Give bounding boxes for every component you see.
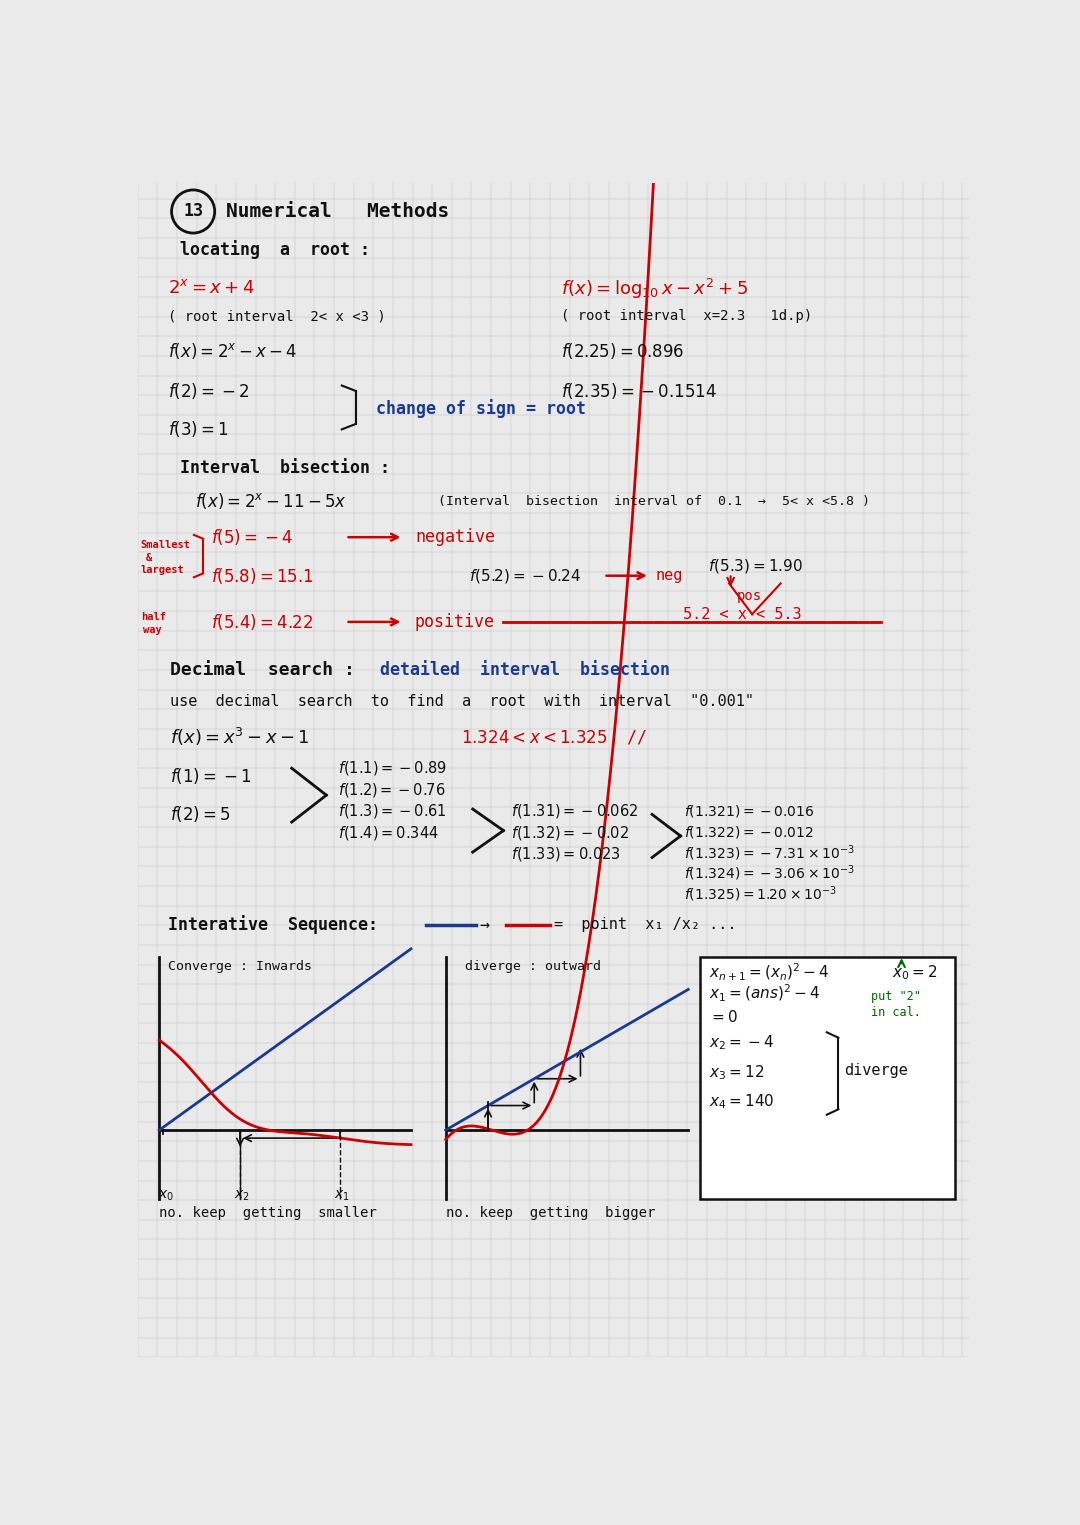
Text: $f(x)  =  2^x - x - 4$: $f(x) = 2^x - x - 4$ [168, 342, 298, 361]
Text: $f(1.32)  =  -0.02$: $f(1.32) = -0.02$ [511, 824, 630, 842]
Text: $f(2.25)  =   0.896$: $f(2.25) = 0.896$ [562, 342, 685, 361]
Text: $1.324 < x < 1.325$  //: $1.324 < x < 1.325$ // [461, 729, 648, 746]
Text: $f(5.8)  = 15.1$: $f(5.8) = 15.1$ [211, 566, 313, 586]
Text: →: → [480, 915, 489, 933]
Text: $f(1.323)  =  -7.31\times10^{-3}$: $f(1.323) = -7.31\times10^{-3}$ [685, 843, 855, 863]
Text: $f(5.2)  =  -0.24$: $f(5.2) = -0.24$ [469, 567, 581, 584]
Text: $x_3  =  12$: $x_3 = 12$ [710, 1063, 765, 1081]
Text: $x_0  = 2$: $x_0 = 2$ [892, 962, 937, 982]
Text: Interval  bisection :: Interval bisection : [180, 459, 390, 477]
Text: neg: neg [656, 569, 683, 583]
Text: $f(1.324)  =  -3.06\times10^{-3}$: $f(1.324) = -3.06\times10^{-3}$ [685, 863, 855, 883]
Text: $f(1.2)  =  -0.76$: $f(1.2) = -0.76$ [338, 781, 445, 799]
Text: $x_2  =  -4$: $x_2 = -4$ [710, 1034, 774, 1052]
Text: $f(1.3)  =  -0.61$: $f(1.3) = -0.61$ [338, 802, 447, 820]
Text: $f(1.322)  =  -0.012$: $f(1.322) = -0.012$ [685, 824, 814, 840]
FancyBboxPatch shape [700, 956, 956, 1199]
Text: Smallest: Smallest [140, 540, 191, 551]
Text: $f(1.321)  =  -0.016$: $f(1.321) = -0.016$ [685, 804, 814, 819]
Text: $f(1.4)  =   0.344$: $f(1.4) = 0.344$ [338, 824, 438, 842]
Text: $f(5.4)  =  4.22$: $f(5.4) = 4.22$ [211, 612, 313, 631]
Text: $f(5.3) = 1.90$: $f(5.3) = 1.90$ [707, 557, 802, 575]
Text: ( root interval  x=2.3   1d.p): ( root interval x=2.3 1d.p) [562, 310, 812, 323]
Text: $f(1.1)  =  -0.89$: $f(1.1) = -0.89$ [338, 759, 447, 778]
Text: Decimal  search :: Decimal search : [170, 662, 355, 680]
Text: $x_{n+1}  =  (x_n)^2 - 4$: $x_{n+1} = (x_n)^2 - 4$ [710, 962, 829, 982]
Text: $f(1.31)  =  -0.062$: $f(1.31) = -0.062$ [511, 802, 638, 820]
Text: $f(x)  =  2^x - 11 - 5x$: $f(x) = 2^x - 11 - 5x$ [195, 491, 347, 511]
Text: $x_4  =  140$: $x_4 = 140$ [710, 1092, 774, 1110]
Text: $x_1$: $x_1$ [334, 1188, 350, 1203]
Text: $f(5)  =  -4$: $f(5) = -4$ [211, 528, 293, 547]
Text: diverge: diverge [845, 1063, 908, 1078]
Text: &: & [146, 554, 151, 563]
Text: $f(x)=  \log_{10}x - x^2 + 5$: $f(x)= \log_{10}x - x^2 + 5$ [562, 276, 748, 300]
Text: $f(1.325)  =   1.20\times10^{-3}$: $f(1.325) = 1.20\times10^{-3}$ [685, 884, 837, 904]
Text: 13: 13 [184, 203, 203, 221]
Text: diverge : outward: diverge : outward [465, 959, 600, 973]
Text: Numerical   Methods: Numerical Methods [226, 201, 449, 221]
Text: locating  a  root :: locating a root : [180, 241, 370, 259]
Text: $x_1  =  (ans)^2  - 4$: $x_1 = (ans)^2 - 4$ [710, 984, 820, 1005]
Text: $x_0$: $x_0$ [158, 1188, 174, 1203]
Text: negative: negative [415, 528, 495, 546]
Text: change of sign = root: change of sign = root [377, 400, 586, 418]
Text: (Interval  bisection  interval of  0.1  →  5< x <5.8 ): (Interval bisection interval of 0.1 → 5<… [438, 494, 870, 508]
Text: use  decimal  search  to  find  a  root  with  interval  "0.001": use decimal search to find a root with i… [170, 694, 754, 709]
Text: 5.2 < x < 5.3: 5.2 < x < 5.3 [683, 607, 801, 622]
Text: $f(x)  =  x^3 - x - 1$: $f(x) = x^3 - x - 1$ [170, 726, 310, 749]
Text: pos: pos [737, 590, 761, 604]
Text: $x_2$: $x_2$ [234, 1188, 249, 1203]
Text: no. keep  getting  bigger: no. keep getting bigger [446, 1206, 656, 1220]
Text: $f(1.33)  =   0.023$: $f(1.33) = 0.023$ [511, 845, 621, 863]
Text: $f(2)  =   -2$: $f(2) = -2$ [168, 381, 249, 401]
Text: no. keep  getting  smaller: no. keep getting smaller [159, 1206, 377, 1220]
Text: $=  0$: $= 0$ [710, 1010, 739, 1025]
Text: $2^x = x + 4$: $2^x = x + 4$ [168, 279, 255, 297]
Text: ( root interval  2< x <3 ): ( root interval 2< x <3 ) [168, 310, 387, 323]
Text: in cal.: in cal. [870, 1006, 920, 1019]
Text: Interative  Sequence:: Interative Sequence: [168, 915, 378, 933]
Text: largest: largest [140, 566, 185, 575]
Text: put "2": put "2" [870, 990, 920, 1003]
Text: half: half [140, 612, 166, 622]
Text: $f(1)  = -1$: $f(1) = -1$ [170, 766, 252, 785]
Text: $f(3)  =   1$: $f(3) = 1$ [168, 419, 229, 439]
Text: positive: positive [415, 613, 495, 631]
Text: $f(2.35)  = -0.1514$: $f(2.35) = -0.1514$ [562, 381, 717, 401]
Text: =  point  x₁ /x₂ ...: = point x₁ /x₂ ... [554, 917, 735, 932]
Text: way: way [143, 625, 162, 634]
Text: $f(2)  = 5$: $f(2) = 5$ [170, 804, 231, 825]
Text: detailed  interval  bisection: detailed interval bisection [380, 662, 671, 680]
Text: Converge : Inwards: Converge : Inwards [168, 959, 312, 973]
